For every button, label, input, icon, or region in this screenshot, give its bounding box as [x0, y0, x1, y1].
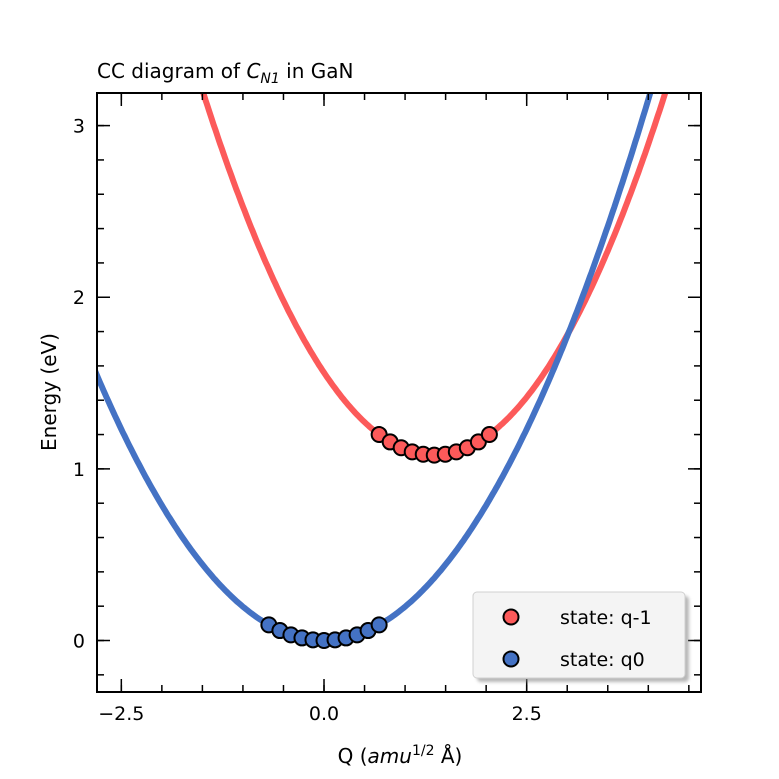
- y-tick-label: 0: [73, 631, 85, 653]
- x-axis-label: Q (amu1/2 Å): [338, 743, 463, 768]
- y-axis-label: Energy (eV): [37, 333, 61, 451]
- points-layer: [260, 426, 498, 650]
- legend-label-q-1: state: q-1: [560, 607, 652, 629]
- y-tick-label: 2: [73, 287, 85, 309]
- data-point-q-1: [480, 426, 498, 444]
- legend-label-q0: state: q0: [560, 649, 645, 671]
- legend: state: q-1 state: q0: [472, 591, 689, 682]
- legend-box: [472, 591, 686, 679]
- plot-frame: [96, 92, 702, 693]
- x-tick-label: 2.5: [512, 703, 542, 725]
- y-tick-label: 3: [73, 116, 85, 138]
- chart-title: CC diagram of CN1 in GaN: [97, 59, 353, 87]
- ticks-layer: −2.5 0.0 2.5 0 1 2 3: [73, 93, 701, 725]
- curves-layer: [97, 93, 669, 644]
- curve-q0: [97, 93, 654, 644]
- y-tick-label: 1: [73, 459, 85, 481]
- data-point-q0: [370, 616, 388, 634]
- x-tick-label: 0.0: [309, 703, 339, 725]
- x-tick-label: −2.5: [98, 703, 144, 725]
- legend-marker-q-1: [502, 608, 520, 626]
- legend-marker-q0: [502, 650, 520, 668]
